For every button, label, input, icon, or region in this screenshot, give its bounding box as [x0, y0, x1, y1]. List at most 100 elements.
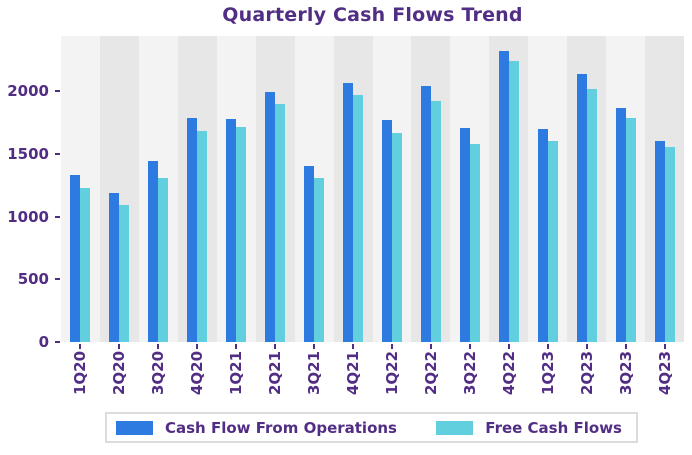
- x-tick-mark: [663, 344, 666, 349]
- category-band-1Q20: [61, 36, 100, 342]
- category-band-4Q23: [645, 36, 684, 342]
- y-tick-label-2000: 2000: [7, 82, 49, 101]
- category-band-1Q23: [528, 36, 568, 342]
- x-tick-label-4Q21: 4Q21: [344, 350, 363, 396]
- chart-title: Quarterly Cash Flows Trend: [222, 4, 523, 26]
- x-tick-mark: [118, 344, 121, 349]
- y-tick-label-500: 500: [17, 270, 49, 289]
- legend-swatch-fcf: [436, 420, 474, 435]
- bar-cfo-4Q21: [343, 83, 354, 342]
- y-tick-mark: [55, 278, 60, 281]
- bar-fcf-4Q21: [353, 94, 364, 342]
- bar-cfo-4Q23: [654, 140, 665, 342]
- category-band-2Q22: [411, 36, 451, 342]
- category-band-2Q20: [99, 36, 139, 342]
- bar-cfo-1Q23: [537, 128, 548, 342]
- x-tick-label-4Q20: 4Q20: [188, 350, 207, 396]
- x-tick-label-3Q22: 3Q22: [460, 350, 479, 396]
- bar-fcf-2Q22: [430, 101, 441, 342]
- category-band-1Q22: [372, 36, 412, 342]
- bar-fcf-3Q21: [314, 177, 325, 342]
- category-band-1Q21: [216, 36, 256, 342]
- bar-cfo-4Q20: [187, 117, 198, 342]
- bar-fcf-4Q20: [197, 130, 208, 342]
- y-tick-label-1500: 1500: [7, 144, 49, 163]
- bar-cfo-2Q23: [576, 73, 587, 342]
- x-tick-mark: [352, 344, 355, 349]
- x-tick-label-4Q22: 4Q22: [499, 350, 518, 396]
- x-tick-label-2Q21: 2Q21: [266, 350, 285, 396]
- legend: Cash Flow From Operations Free Cash Flows: [105, 412, 638, 443]
- bar-fcf-2Q20: [119, 205, 130, 342]
- bar-cfo-3Q20: [148, 161, 159, 342]
- bar-cfo-3Q22: [459, 127, 470, 342]
- legend-label: Cash Flow From Operations: [165, 418, 397, 437]
- category-band-4Q20: [177, 36, 217, 342]
- legend-item-cfo: Cash Flow From Operations: [116, 419, 397, 437]
- bar-cfo-2Q21: [265, 91, 276, 342]
- x-tick-mark: [468, 344, 471, 349]
- bar-fcf-1Q22: [391, 132, 402, 342]
- x-tick-label-2Q20: 2Q20: [110, 350, 129, 396]
- x-tick-label-1Q20: 1Q20: [71, 350, 90, 396]
- x-tick-label-3Q23: 3Q23: [616, 350, 635, 396]
- legend-label: Free Cash Flows: [485, 418, 622, 437]
- x-tick-mark: [585, 344, 588, 349]
- x-tick-mark: [429, 344, 432, 349]
- legend-swatch-cfo: [116, 420, 153, 435]
- legend-item-fcf: Free Cash Flows: [436, 419, 622, 437]
- bar-fcf-3Q22: [469, 143, 480, 342]
- bar-cfo-3Q23: [615, 107, 626, 342]
- y-axis: 0 500 1000 1500 2000: [0, 36, 61, 351]
- y-tick-mark: [55, 215, 60, 218]
- bar-cfo-1Q22: [381, 120, 392, 342]
- y-tick-label-0: 0: [38, 333, 49, 351]
- bar-cfo-2Q20: [109, 193, 120, 342]
- category-band-4Q22: [489, 36, 529, 342]
- bar-fcf-1Q21: [236, 126, 247, 342]
- bar-fcf-3Q20: [158, 177, 169, 342]
- x-tick-mark: [546, 344, 549, 349]
- bar-fcf-1Q20: [80, 187, 91, 342]
- category-band-3Q20: [138, 36, 178, 342]
- x-tick-label-3Q21: 3Q21: [305, 350, 324, 396]
- x-tick-label-2Q23: 2Q23: [577, 350, 596, 396]
- y-tick-mark: [55, 90, 60, 93]
- x-tick-mark: [274, 344, 277, 349]
- y-tick-mark: [55, 341, 60, 343]
- x-tick-mark: [235, 344, 238, 349]
- bar-cfo-2Q22: [420, 86, 431, 342]
- plot-area: [61, 36, 684, 342]
- x-tick-mark: [390, 344, 393, 349]
- bar-fcf-2Q23: [586, 88, 597, 342]
- bar-cfo-4Q22: [498, 51, 509, 342]
- bar-cfo-1Q20: [70, 175, 81, 342]
- x-tick-mark: [507, 344, 510, 349]
- bar-fcf-1Q23: [547, 141, 558, 342]
- bar-cfo-1Q21: [226, 118, 237, 342]
- category-band-2Q23: [567, 36, 607, 342]
- y-tick-mark: [55, 152, 60, 155]
- category-band-3Q22: [450, 36, 490, 342]
- y-tick-label-1000: 1000: [7, 207, 49, 226]
- category-band-3Q21: [294, 36, 334, 342]
- bar-fcf-3Q23: [625, 118, 636, 342]
- x-tick-mark: [79, 344, 82, 349]
- bar-fcf-4Q23: [664, 147, 675, 342]
- bar-fcf-2Q21: [275, 103, 286, 342]
- category-band-4Q21: [333, 36, 373, 342]
- x-tick-label-3Q20: 3Q20: [149, 350, 168, 396]
- x-tick-mark: [196, 344, 199, 349]
- x-tick-mark: [624, 344, 627, 349]
- category-band-3Q23: [606, 36, 646, 342]
- bar-fcf-4Q22: [508, 61, 519, 342]
- x-tick-label-4Q23: 4Q23: [655, 350, 674, 396]
- x-tick-mark: [157, 344, 160, 349]
- x-tick-label-2Q22: 2Q22: [421, 350, 440, 396]
- x-tick-label-1Q23: 1Q23: [538, 350, 557, 396]
- category-band-2Q21: [255, 36, 295, 342]
- x-tick-mark: [313, 344, 316, 349]
- bar-cfo-3Q21: [304, 165, 315, 342]
- x-axis: 1Q20 2Q20 3Q20 4Q20 1Q21 2Q21 3Q21 4Q21 1Q22 2Q22…: [61, 342, 684, 412]
